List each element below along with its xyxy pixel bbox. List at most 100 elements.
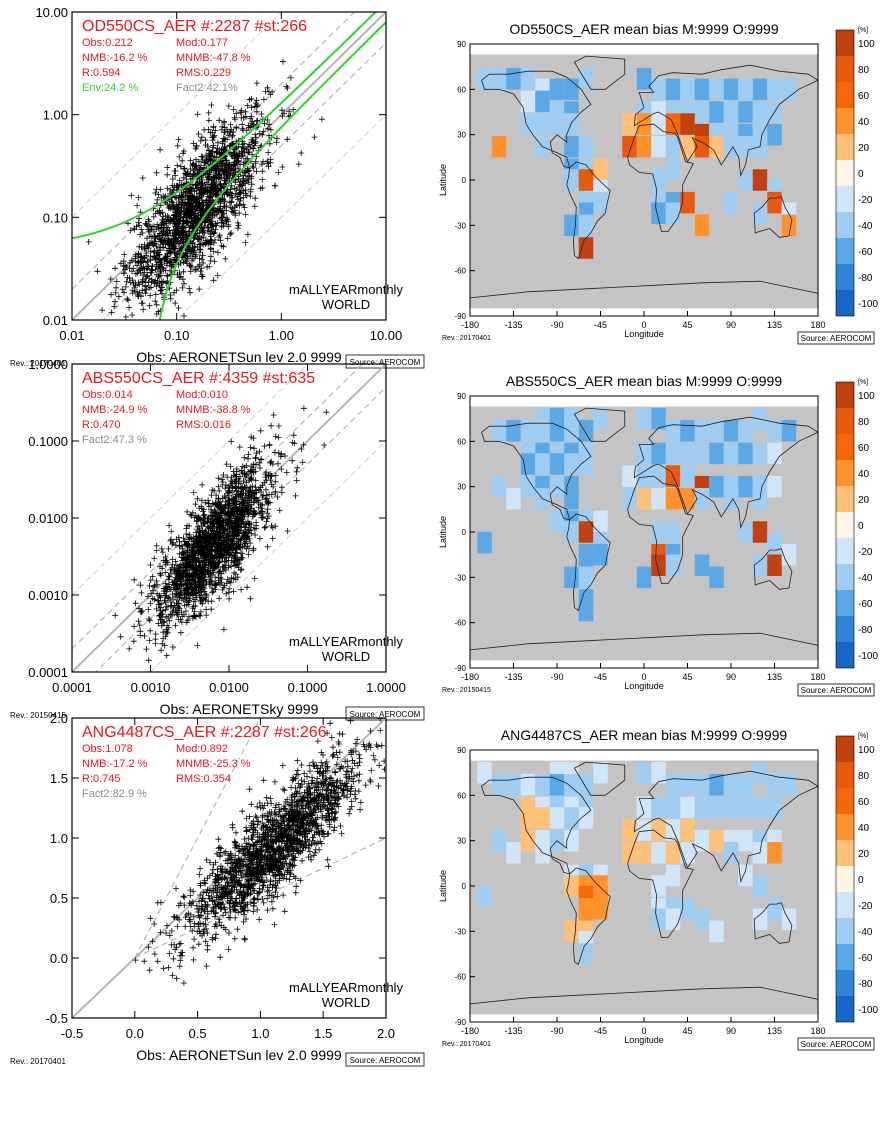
reference-line [72, 364, 309, 596]
x-tick-label: 135 [767, 672, 782, 682]
bias-cell [535, 90, 550, 113]
colorbar-segment [836, 616, 854, 642]
stat-label: NMB:-16.2 % [82, 52, 148, 64]
plot-area [72, 12, 386, 320]
bias-cell [767, 841, 782, 864]
y-tick-label: 1.5 [50, 771, 68, 786]
bias-cell [694, 135, 710, 158]
bias-cell [622, 819, 637, 841]
colorbar: [%] 100 80 60 40 20 0 -20 -40 -60 -80 -100 [835, 379, 878, 669]
x-tick-label: -45 [594, 672, 607, 682]
colorbar-tick-label: -20 [858, 901, 873, 912]
bias-cell [752, 169, 768, 191]
region-label: mALLYEARmonthly [289, 282, 403, 297]
bias-cell [549, 807, 565, 829]
bias-cell [709, 135, 724, 158]
colorbar-tick-label: 80 [858, 771, 870, 782]
bias-cell [564, 419, 579, 442]
bias-cell [738, 829, 753, 852]
bias-cell [549, 419, 565, 442]
source-box: Source: AEROCOM [797, 683, 875, 697]
x-tick-label: -180 [461, 320, 479, 330]
bias-cell [738, 475, 753, 498]
colorbar-frame [835, 29, 855, 317]
bias-cell [738, 101, 753, 123]
bias-cell [752, 101, 768, 123]
bias-cell [636, 442, 652, 465]
bias-cell [738, 773, 753, 796]
bias-cell [680, 113, 695, 135]
y-axis-label: Latitude [438, 516, 448, 548]
bias-cell [636, 761, 652, 784]
colorbar-segment [836, 30, 854, 56]
source-box-frame [797, 331, 875, 345]
bias-cell [578, 135, 594, 158]
colorbar-segment [836, 590, 854, 616]
bias-cell [709, 773, 724, 796]
bias-cell [723, 135, 739, 158]
bias-cell [564, 487, 579, 510]
source-box-frame [797, 683, 875, 697]
scatter-points [112, 405, 330, 664]
x-tick-label: -45 [594, 1026, 607, 1036]
x-tick-label: 180 [810, 1026, 825, 1036]
source-label: Source: AEROCOM [801, 686, 872, 695]
y-tick-label: 0.0001 [28, 665, 68, 680]
bias-cell [622, 841, 637, 864]
y-tick-label: -0.5 [46, 1011, 68, 1026]
bias-cell [651, 908, 666, 931]
bias-cell [723, 773, 739, 796]
colorbar-tick-label: -20 [858, 195, 873, 206]
bias-cell [723, 101, 739, 123]
bias-cell [651, 761, 666, 784]
colorbar-tick-label: -20 [858, 547, 873, 558]
coastline [627, 829, 694, 938]
bias-cell [636, 487, 652, 510]
bias-cell [709, 419, 724, 442]
colorbar-segment [836, 788, 854, 814]
bias-cell [535, 419, 550, 442]
bias-cell [491, 419, 507, 442]
colorbar-segment [836, 892, 854, 918]
colorbar-segment [836, 538, 854, 564]
y-axis-label: Latitude [438, 870, 448, 902]
factor2-line [134, 718, 262, 959]
source-box: Source: AEROCOM [797, 331, 875, 345]
x-tick-label: 90 [726, 320, 736, 330]
stat-label: RMS:0.229 [176, 67, 231, 79]
bias-cell [694, 78, 710, 101]
bias-cell [767, 554, 782, 577]
region-label: WORLD [322, 297, 370, 312]
colorbar-tick-label: 40 [858, 823, 870, 834]
bias-cell [651, 487, 666, 510]
bias-cell [738, 442, 753, 465]
coastline [481, 70, 592, 169]
colorbar-tick-label: 80 [858, 65, 870, 76]
bias-cell [520, 773, 536, 796]
bias-cell [767, 123, 782, 146]
plot-area [72, 718, 386, 1018]
bias-cell [520, 67, 536, 90]
colorbar-tick-label: -40 [858, 573, 873, 584]
bias-cell [738, 521, 753, 543]
source-box-frame [797, 1037, 875, 1051]
bias-cell [477, 531, 492, 554]
bias-cell [520, 807, 536, 829]
bias-cell [593, 407, 608, 430]
x-tick-label: 0.0100 [209, 680, 249, 695]
y-tick-label: 30 [457, 837, 466, 846]
y-tick-label: 0.1000 [28, 434, 68, 449]
colorbar-frame [835, 735, 855, 1023]
bias-cell [738, 796, 753, 819]
y-tick-label: 0.0010 [28, 588, 68, 603]
y-tick-label: -30 [454, 573, 466, 582]
bias-cell [694, 214, 710, 237]
colorbar: [%] 100 80 60 40 20 0 -20 -40 -60 -80 -100 [835, 27, 878, 317]
y-tick-label: -30 [454, 927, 466, 936]
bias-cell [491, 67, 507, 90]
colorbar-tick-label: 100 [858, 39, 875, 50]
colorbar-tick-label: 0 [858, 875, 864, 886]
bias-cell [694, 419, 710, 442]
coastline [573, 761, 626, 796]
